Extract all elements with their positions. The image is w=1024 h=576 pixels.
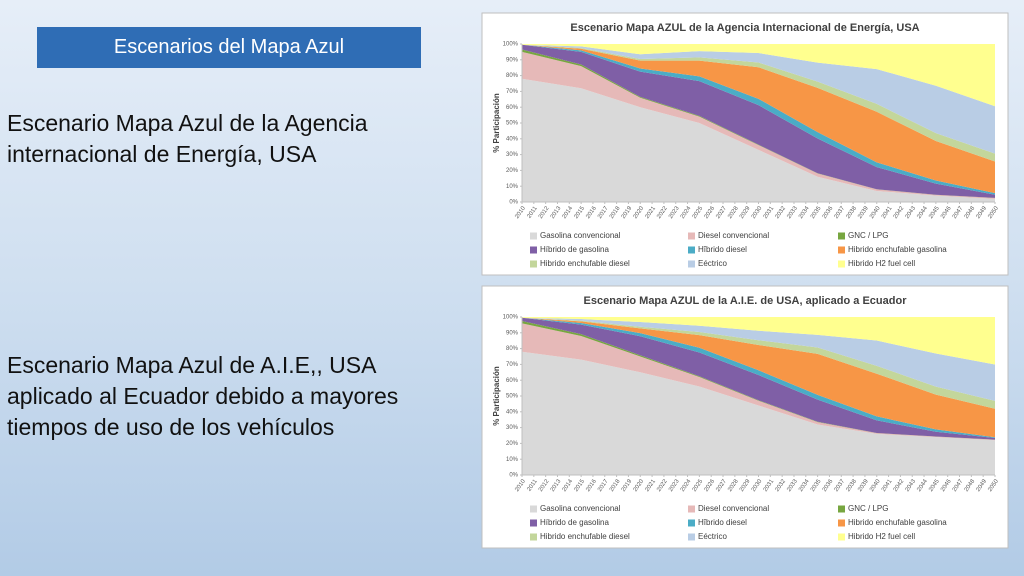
y-tick-label: 30%: [506, 425, 519, 431]
legend-swatch: [530, 533, 537, 541]
y-tick-label: 10%: [506, 457, 519, 463]
bullet-line: tiempos de uso de los vehículos: [7, 414, 335, 440]
legend-label: Diesel convencional: [698, 504, 769, 513]
legend-swatch: [530, 519, 537, 527]
area: [522, 51, 995, 199]
legend-label: Hîbrido diesel: [698, 518, 747, 527]
y-tick-label: 40%: [506, 409, 519, 415]
legend-label: Eéctrico: [698, 532, 727, 541]
y-tick-label: 60%: [506, 378, 519, 384]
y-tick-label: 20%: [506, 168, 519, 174]
legend-label: GNC / LPG: [848, 231, 888, 240]
legend-label: Híbrido de gasolina: [540, 518, 609, 527]
legend-swatch: [688, 519, 695, 527]
y-tick-label: 100%: [503, 315, 519, 321]
area: [522, 317, 995, 440]
bullet: Escenario Mapa Azul de A.I.E,, USA aplic…: [7, 350, 398, 443]
legend-swatch: [688, 533, 695, 541]
chart-title: Escenario Mapa AZUL de la Agencia Intern…: [570, 22, 919, 34]
legend-label: Diesel convencional: [698, 231, 769, 240]
y-tick-label: 90%: [506, 330, 519, 336]
bullet-line: internacional de Energía, USA: [7, 141, 317, 167]
legend-label: Hibrido enchufable diesel: [540, 259, 630, 268]
area: [522, 351, 995, 475]
legend-swatch: [530, 505, 537, 513]
y-tick-label: 10%: [506, 184, 519, 190]
legend-label: Hibrido H2 fuel cell: [848, 259, 915, 268]
legend-swatch: [688, 505, 695, 513]
chart-title: Escenario Mapa AZUL de la A.I.E. de USA,…: [584, 295, 908, 307]
area: [522, 44, 995, 154]
y-tick-label: 50%: [506, 394, 519, 400]
y-tick-label: 50%: [506, 121, 519, 127]
legend-label: Gasolina convencional: [540, 504, 621, 513]
area: [522, 320, 995, 440]
bullet: Escenario Mapa Azul de la Agencia intern…: [7, 108, 368, 170]
legend-swatch: [530, 260, 537, 268]
legend-swatch: [688, 232, 695, 240]
legend-swatch: [838, 519, 845, 527]
y-tick-label: 30%: [506, 152, 519, 158]
legend-swatch: [688, 246, 695, 254]
legend-label: Hibrido enchufable gasolina: [848, 518, 947, 527]
y-axis-label: % Participación: [492, 366, 501, 426]
y-tick-label: 90%: [506, 57, 519, 63]
y-tick-label: 100%: [503, 42, 519, 48]
legend-label: Eéctrico: [698, 259, 727, 268]
y-tick-label: 0%: [509, 200, 518, 206]
slide-title: Escenarios del Mapa Azul: [37, 27, 421, 68]
legend-swatch: [530, 232, 537, 240]
area: [522, 317, 995, 438]
legend-swatch: [838, 260, 845, 268]
legend-swatch: [530, 246, 537, 254]
legend-label: Hibrido H2 fuel cell: [848, 532, 915, 541]
area: [522, 317, 995, 401]
legend-label: Hibrido enchufable gasolina: [848, 245, 947, 254]
y-tick-label: 70%: [506, 89, 519, 95]
y-tick-label: 20%: [506, 441, 519, 447]
area: [522, 317, 995, 365]
area: [522, 44, 995, 198]
area: [522, 323, 995, 441]
legend-label: Gasolina convencional: [540, 231, 621, 240]
y-tick-label: 0%: [509, 473, 518, 479]
area: [522, 78, 995, 202]
y-tick-label: 80%: [506, 73, 519, 79]
area: [522, 44, 995, 194]
legend-swatch: [838, 232, 845, 240]
y-tick-label: 80%: [506, 346, 519, 352]
legend-swatch: [688, 260, 695, 268]
legend-swatch: [838, 246, 845, 254]
area: [522, 44, 995, 107]
legend-label: GNC / LPG: [848, 504, 888, 513]
y-tick-label: 70%: [506, 362, 519, 368]
bullet-line: Escenario Mapa Azul de la Agencia: [7, 110, 368, 136]
bullet-line: aplicado al Ecuador debido a mayores: [7, 383, 399, 409]
legend-label: Híbrido de gasolina: [540, 245, 609, 254]
y-tick-label: 60%: [506, 105, 519, 111]
legend-label: Hibrido enchufable diesel: [540, 532, 630, 541]
y-tick-label: 40%: [506, 136, 519, 142]
legend-swatch: [838, 505, 845, 513]
legend-swatch: [838, 533, 845, 541]
bullet-line: Escenario Mapa Azul de A.I.E,, USA: [7, 352, 377, 378]
y-axis-label: % Participación: [492, 93, 501, 153]
chart: Escenario Mapa AZUL de la A.I.E. de USA,…: [481, 285, 1009, 549]
chart: Escenario Mapa AZUL de la Agencia Intern…: [481, 12, 1009, 276]
legend-label: Hîbrido diesel: [698, 245, 747, 254]
